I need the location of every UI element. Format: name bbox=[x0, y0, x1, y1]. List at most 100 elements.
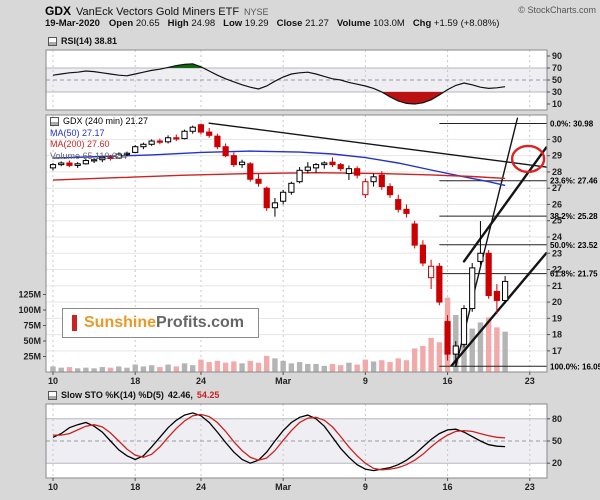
rsi-oversold-fill bbox=[381, 92, 444, 104]
quote-item: High 24.98 bbox=[167, 18, 216, 29]
sto-plot-background bbox=[46, 404, 547, 478]
price-axis-label: 25 bbox=[552, 216, 562, 226]
candle-body bbox=[345, 168, 353, 175]
candle-body bbox=[74, 163, 81, 166]
logo-text-profits: Profits.com bbox=[156, 314, 245, 331]
candle-body bbox=[411, 223, 418, 246]
fib-label: 61.8%: 21.75 bbox=[550, 270, 598, 279]
candle-body bbox=[436, 265, 443, 303]
candle-body bbox=[66, 162, 73, 166]
logo-text: SunshineProfits.com bbox=[84, 314, 244, 332]
volume-bar bbox=[436, 342, 443, 372]
volume-bar bbox=[148, 365, 155, 372]
candle-body bbox=[115, 153, 122, 159]
price-axis-label: 28 bbox=[552, 167, 562, 177]
candle-body bbox=[395, 199, 402, 210]
candle-body bbox=[354, 168, 361, 176]
legend-row: GDX (240 min) 21.27 bbox=[50, 116, 148, 128]
volume-bar bbox=[387, 362, 393, 372]
candle-body bbox=[173, 137, 180, 140]
quote-item: Chg +1.59 (+8.08%) bbox=[412, 18, 500, 29]
candle-body bbox=[156, 140, 163, 143]
quote-item: Close 21.27 bbox=[276, 18, 329, 29]
candle-body bbox=[386, 186, 394, 196]
price-axis-label: 18 bbox=[552, 330, 562, 340]
price-axis-label: 19 bbox=[552, 313, 562, 323]
legend-label: GDX (240 min) 21.27 bbox=[63, 116, 149, 126]
rsi-axis-label: 90 bbox=[552, 51, 562, 61]
panel-zoom-icon bbox=[50, 117, 59, 127]
candle-body bbox=[378, 174, 385, 188]
volume-bar bbox=[313, 363, 319, 372]
x-axis-label: 9 bbox=[363, 376, 368, 386]
volume-bar bbox=[338, 365, 344, 372]
volume-axis-label: 100M bbox=[18, 305, 41, 315]
volume-axis-label: 50M bbox=[23, 336, 41, 346]
exchange-label: NYSE bbox=[244, 7, 269, 17]
candle-body bbox=[197, 124, 205, 133]
legend-label: MA(50) 27.17 bbox=[50, 127, 105, 138]
rsi-line bbox=[52, 63, 506, 105]
candle-body bbox=[370, 176, 377, 183]
copyright-label: © StockCharts.com bbox=[518, 5, 596, 15]
chart-header: GDX VanEck Vectors Gold Miners ETF NYSE bbox=[45, 4, 269, 18]
trendline bbox=[462, 146, 548, 263]
volume-bar bbox=[107, 367, 114, 372]
trendline bbox=[450, 252, 548, 367]
rsi-axis-label: 30 bbox=[552, 87, 562, 97]
candle-body bbox=[140, 143, 147, 148]
candle-body bbox=[206, 131, 213, 136]
candle-body bbox=[428, 265, 435, 279]
volume-bar bbox=[379, 360, 385, 372]
volume-bar bbox=[50, 366, 56, 372]
legend-row: Volume 65,110,084 bbox=[50, 151, 148, 163]
candle-body bbox=[82, 160, 89, 165]
candle-body bbox=[329, 161, 336, 166]
candle-body bbox=[493, 290, 500, 301]
volume-bar bbox=[124, 367, 130, 372]
x-axis-label: 16 bbox=[443, 376, 453, 386]
sto-d-line bbox=[53, 413, 506, 471]
x-axis-label: 23 bbox=[525, 482, 535, 492]
panel-zoom-icon bbox=[48, 390, 57, 400]
candle-body bbox=[189, 126, 196, 132]
volume-bar bbox=[116, 366, 122, 372]
candle-body bbox=[460, 308, 468, 345]
volume-bar bbox=[477, 322, 484, 372]
price-axis-label: 24 bbox=[552, 232, 562, 242]
logo-text-sunshine: Sunshine bbox=[84, 314, 157, 331]
candle-body bbox=[214, 135, 221, 148]
candle-body bbox=[99, 156, 106, 161]
volume-bar bbox=[354, 364, 360, 372]
volume-bar bbox=[214, 360, 221, 372]
volume-bar bbox=[181, 363, 188, 372]
candle-body bbox=[91, 159, 98, 162]
rsi-axis-label: 70 bbox=[552, 63, 562, 73]
volume-bar bbox=[157, 367, 163, 372]
volume-bar bbox=[370, 361, 377, 372]
volume-bar bbox=[346, 362, 352, 372]
price-axis-label: 23 bbox=[552, 248, 562, 258]
volume-bar bbox=[190, 365, 196, 372]
volume-bar bbox=[420, 345, 426, 372]
volume-bar bbox=[469, 328, 475, 372]
volume-bar bbox=[83, 367, 89, 372]
volume-bar bbox=[140, 366, 147, 372]
x-axis-label: 18 bbox=[130, 482, 140, 492]
volume-bar bbox=[231, 361, 237, 372]
candle-body bbox=[222, 146, 229, 157]
x-axis-label: 10 bbox=[48, 482, 58, 492]
volume-axis-label: 125M bbox=[18, 290, 41, 300]
fib-label: 23.6%: 27.46 bbox=[550, 177, 598, 186]
candle-body bbox=[452, 345, 459, 355]
x-axis-label: 24 bbox=[196, 376, 206, 386]
sto-k-value: 42.46, bbox=[167, 390, 193, 400]
quote-item: Volume 103.0M bbox=[336, 18, 405, 29]
volume-bar bbox=[74, 368, 81, 372]
rsi-overbought-fill bbox=[165, 63, 204, 68]
rsi-label-text: RSI(14) 38.81 bbox=[61, 36, 118, 46]
volume-bar bbox=[403, 360, 410, 372]
legend-row: MA(200) 27.60 bbox=[50, 139, 148, 151]
